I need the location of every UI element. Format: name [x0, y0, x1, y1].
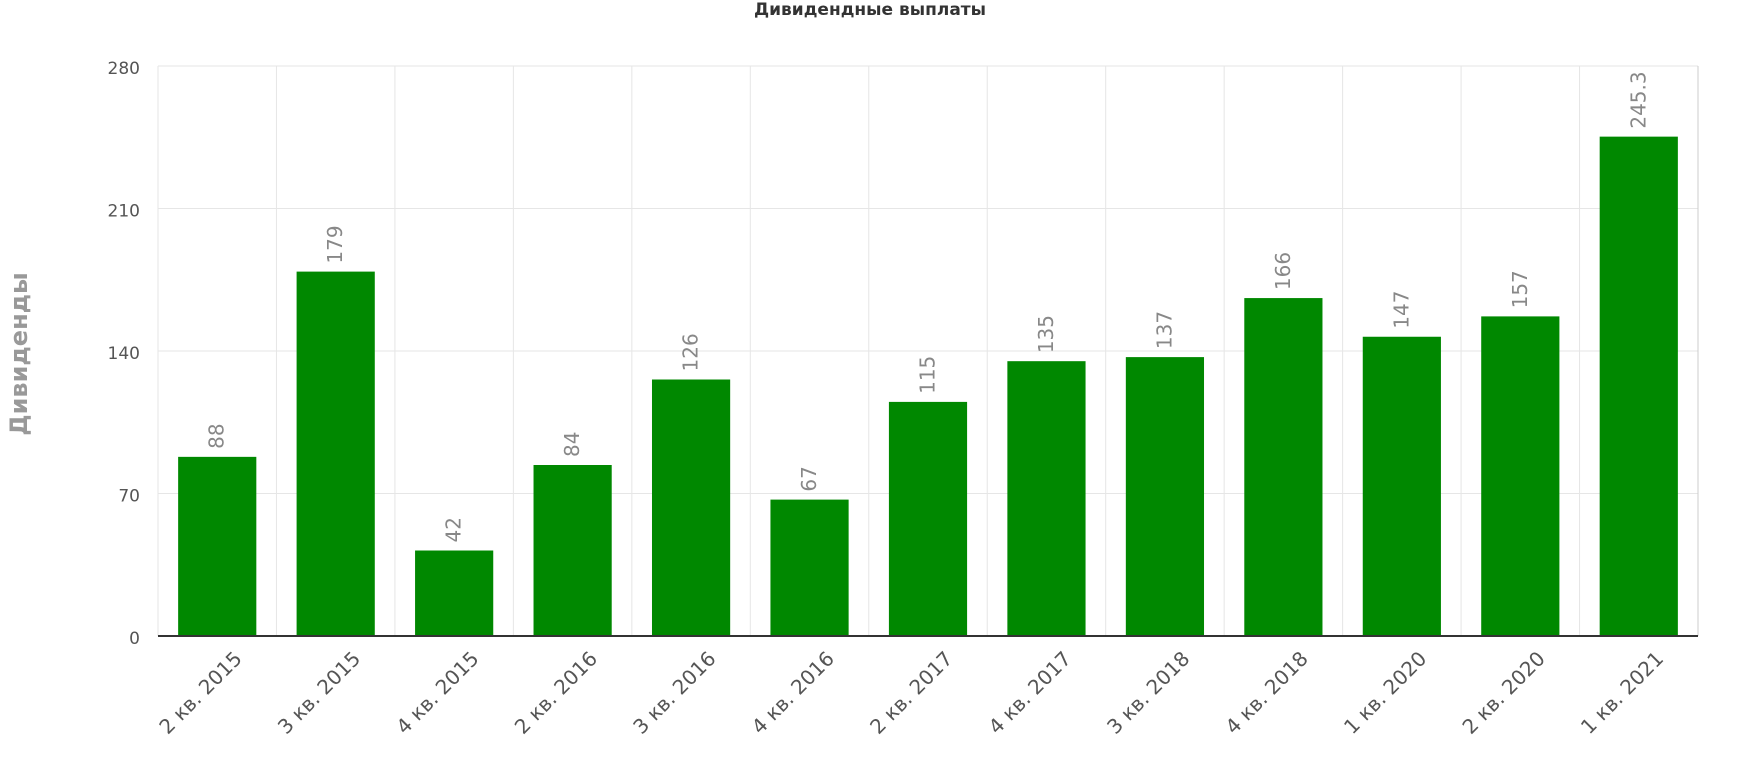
x-tick-label: 3 кв. 2015 — [273, 646, 365, 738]
bar — [1362, 336, 1441, 636]
y-tick-label: 70 — [118, 487, 140, 507]
y-tick-label: 210 — [108, 202, 140, 222]
y-tick-label: 140 — [108, 344, 140, 364]
data-label: 179 — [323, 225, 347, 263]
data-label: 147 — [1389, 291, 1413, 329]
chart-title: Дивидендные выплаты — [754, 0, 986, 20]
bar — [533, 465, 612, 636]
bar — [1007, 361, 1086, 636]
bar — [770, 499, 849, 636]
x-tick-label: 2 кв. 2017 — [865, 646, 957, 738]
data-label: 42 — [442, 517, 466, 542]
data-label: 67 — [797, 466, 821, 491]
y-tick-label: 280 — [108, 59, 140, 79]
x-tick-label: 1 кв. 2021 — [1576, 646, 1668, 738]
y-tick-label: 0 — [129, 629, 140, 649]
x-tick-label: 4 кв. 2015 — [391, 646, 483, 738]
y-axis-title: Дивиденды — [5, 272, 33, 436]
x-tick-label: 2 кв. 2016 — [510, 646, 602, 738]
data-label: 84 — [560, 432, 584, 457]
data-label: 115 — [916, 356, 940, 394]
x-tick-label: 4 кв. 2018 — [1220, 646, 1312, 738]
bar — [651, 379, 731, 636]
bar — [415, 550, 494, 636]
bar — [1481, 316, 1560, 636]
bar — [1599, 136, 1678, 636]
data-label: 245.3 — [1626, 71, 1650, 128]
data-label: 126 — [679, 333, 703, 371]
data-label: 137 — [1152, 311, 1176, 349]
data-label: 166 — [1271, 252, 1295, 290]
x-tick-label: 2 кв. 2015 — [154, 646, 246, 738]
data-label: 88 — [205, 423, 229, 448]
data-label: 135 — [1034, 315, 1058, 353]
x-tick-label: 4 кв. 2017 — [984, 646, 1076, 738]
bar — [1244, 298, 1323, 636]
bar — [296, 271, 375, 636]
x-tick-label: 3 кв. 2016 — [628, 646, 720, 738]
x-tick-label: 1 кв. 2020 — [1339, 646, 1431, 738]
x-tick-label: 3 кв. 2018 — [1102, 646, 1194, 738]
data-label: 157 — [1508, 270, 1532, 308]
bar — [1125, 357, 1205, 636]
x-tick-label: 4 кв. 2016 — [747, 646, 839, 738]
x-tick-label: 2 кв. 2020 — [1457, 646, 1549, 738]
bar — [178, 456, 257, 636]
bar — [888, 401, 968, 636]
